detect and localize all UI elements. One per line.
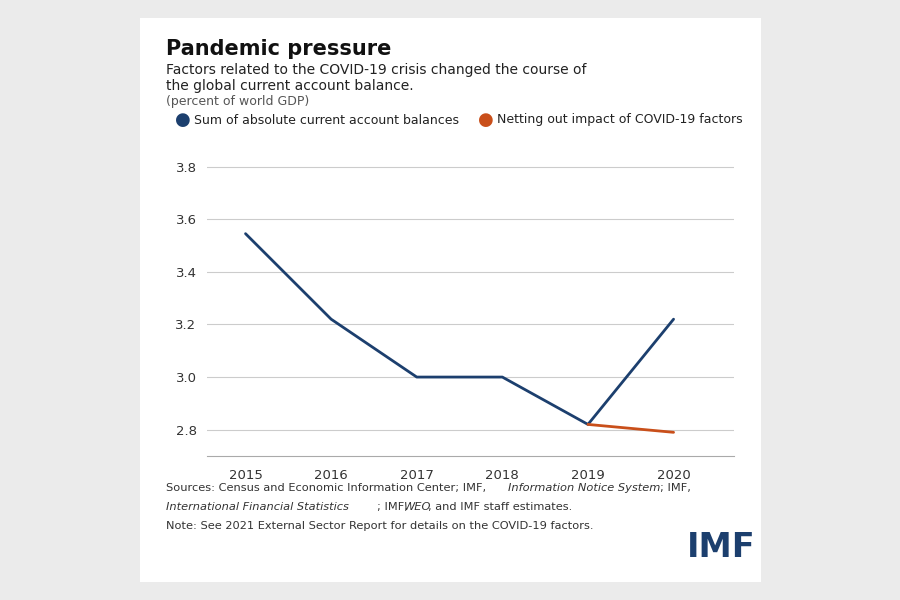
Text: WEO: WEO xyxy=(404,502,432,512)
Text: the global current account balance.: the global current account balance. xyxy=(166,79,414,93)
Text: Pandemic pressure: Pandemic pressure xyxy=(166,39,392,59)
Text: ; IMF,: ; IMF, xyxy=(660,483,690,493)
Text: Information Notice System: Information Notice System xyxy=(508,483,661,493)
Text: Factors related to the COVID-19 crisis changed the course of: Factors related to the COVID-19 crisis c… xyxy=(166,63,587,77)
Text: , and IMF staff estimates.: , and IMF staff estimates. xyxy=(428,502,572,512)
Text: ●: ● xyxy=(478,111,494,129)
Text: Netting out impact of COVID-19 factors: Netting out impact of COVID-19 factors xyxy=(497,113,742,127)
Text: ●: ● xyxy=(175,111,191,129)
Text: Sum of absolute current account balances: Sum of absolute current account balances xyxy=(194,113,458,127)
Text: Note: See 2021 External Sector Report for details on the COVID-19 factors.: Note: See 2021 External Sector Report fo… xyxy=(166,521,594,531)
Text: IMF: IMF xyxy=(688,531,756,564)
Text: International Financial Statistics: International Financial Statistics xyxy=(166,502,349,512)
Text: ; IMF,: ; IMF, xyxy=(377,502,411,512)
Text: (percent of world GDP): (percent of world GDP) xyxy=(166,95,310,108)
Text: Sources: Census and Economic Information Center; IMF,: Sources: Census and Economic Information… xyxy=(166,483,491,493)
